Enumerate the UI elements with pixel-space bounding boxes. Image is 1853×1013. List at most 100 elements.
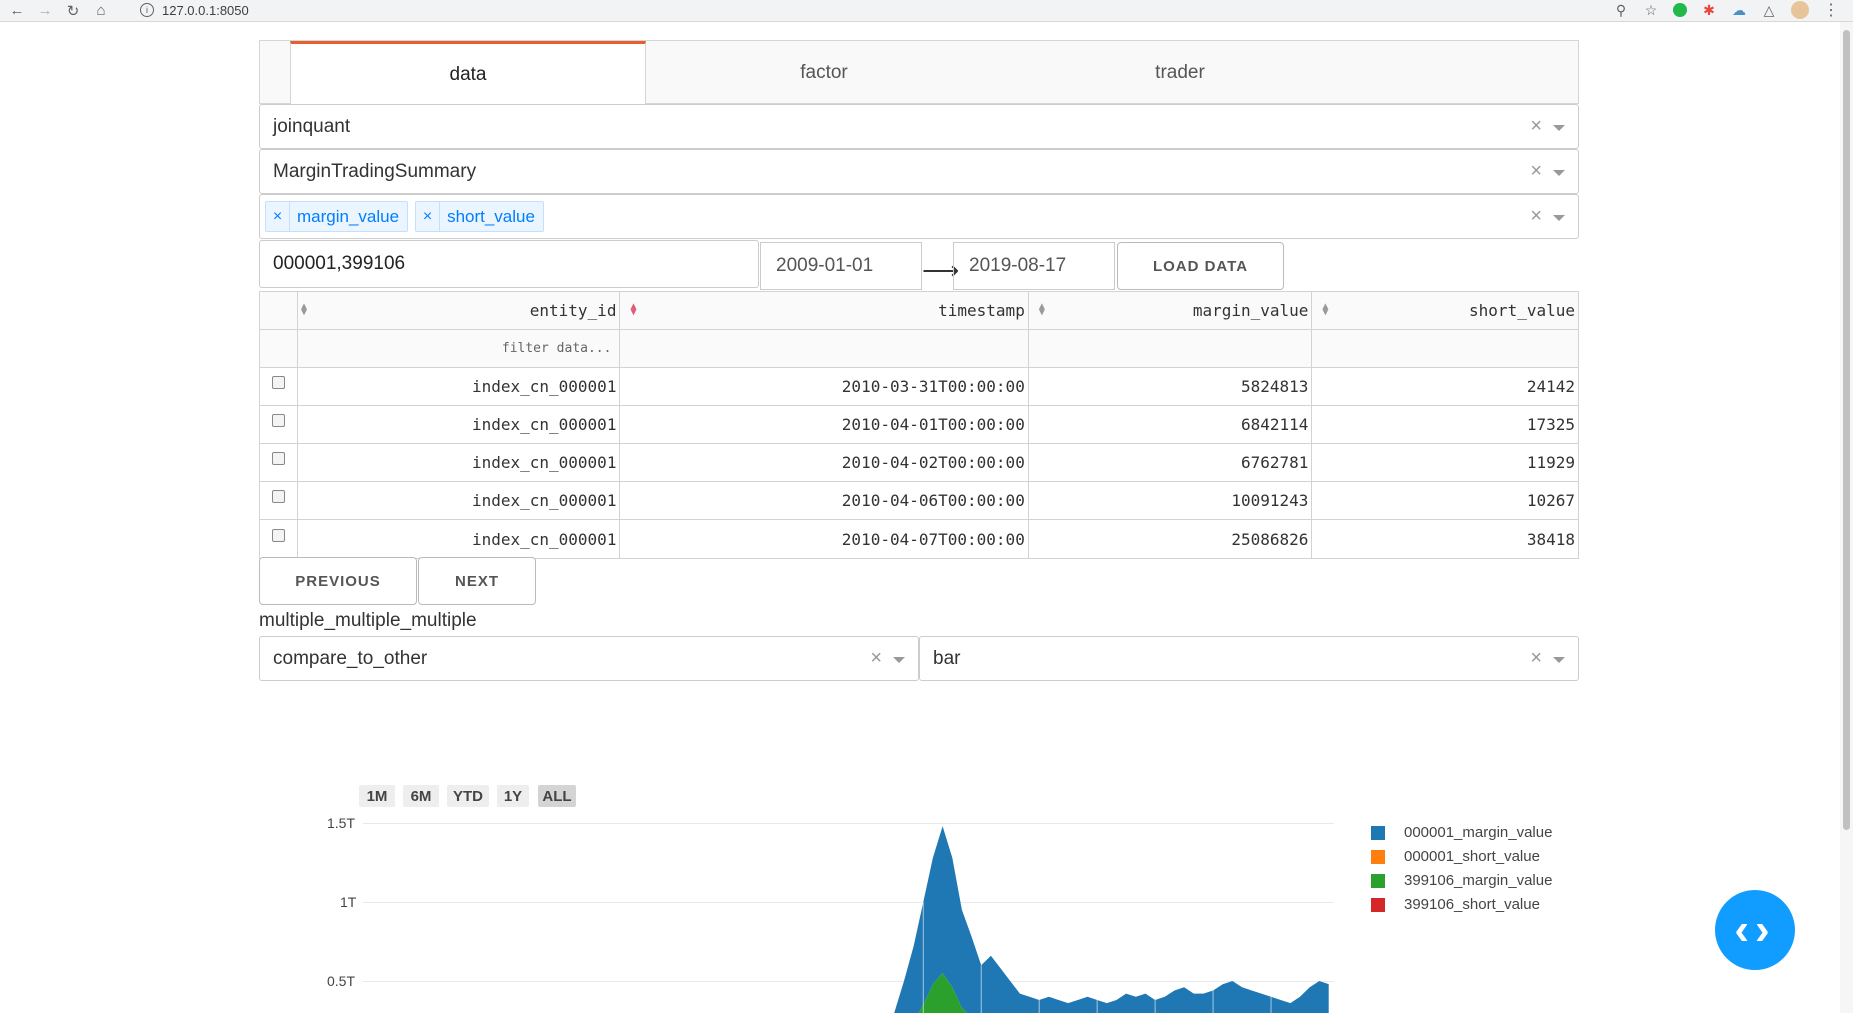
column-chip[interactable]: × short_value xyxy=(415,201,544,232)
cell-timestamp[interactable]: 2010-04-07T00:00:00 xyxy=(620,520,1029,558)
row-checkbox[interactable] xyxy=(271,376,285,389)
range-1y-button[interactable]: 1Y xyxy=(497,785,529,807)
legend-item[interactable]: 000001_margin_value xyxy=(1371,824,1552,841)
tab-data[interactable]: data xyxy=(290,41,646,105)
bookmark-star-icon[interactable]: ☆ xyxy=(1644,1,1658,18)
cell-timestamp[interactable]: 2010-04-06T00:00:00 xyxy=(620,482,1029,519)
reload-icon[interactable]: ↻ xyxy=(66,2,80,20)
address-bar[interactable]: i 127.0.0.1:8050 xyxy=(140,0,1560,20)
extension-triangle-icon[interactable]: △ xyxy=(1763,1,1775,18)
row-checkbox[interactable] xyxy=(271,528,285,542)
chart-type-select[interactable]: bar × xyxy=(919,636,1579,681)
sort-icon[interactable]: ▲ ▼ xyxy=(1038,301,1045,318)
row-checkbox[interactable] xyxy=(271,414,285,427)
header-margin-value[interactable]: ▲ ▼ margin_value xyxy=(1028,292,1313,329)
table-row: index_cn_000001 2010-04-07T00:00:00 2508… xyxy=(260,520,1578,558)
cell-short-value[interactable]: 10267 xyxy=(1526,491,1575,510)
clear-icon[interactable]: × xyxy=(1530,647,1542,669)
next-button[interactable]: NEXT xyxy=(418,557,536,605)
cell-margin-value[interactable]: 5824813 xyxy=(1029,368,1313,405)
header-entity-id[interactable]: ▲ ▼ entity_id xyxy=(297,292,621,329)
filter-input[interactable] xyxy=(1028,330,1313,367)
clear-icon[interactable]: × xyxy=(1530,115,1542,137)
back-icon[interactable]: ← xyxy=(9,2,25,19)
range-ytd-button[interactable]: YTD xyxy=(447,785,489,807)
legend-item[interactable]: 399106_short_value xyxy=(1371,896,1540,913)
cell-margin-value[interactable]: 6842114 xyxy=(1029,406,1313,443)
table-row: index_cn_000001 2010-04-01T00:00:00 6842… xyxy=(260,406,1578,444)
codes-input[interactable]: 000001,399106 xyxy=(259,240,759,288)
cell-short-value[interactable]: 24142 xyxy=(1526,377,1575,396)
cell-timestamp[interactable]: 2010-03-31T00:00:00 xyxy=(620,368,1029,405)
row-checkbox[interactable] xyxy=(271,452,285,465)
cell-timestamp[interactable]: 2010-04-02T00:00:00 xyxy=(620,444,1029,481)
header-short-value[interactable]: ▲ ▼ short_value xyxy=(1312,292,1578,329)
filter-input[interactable]: filter data... xyxy=(297,330,621,367)
cell-margin-value[interactable]: 25086826 xyxy=(1029,520,1313,558)
dropdown-arrow-icon[interactable] xyxy=(1553,170,1565,176)
extension-green-icon[interactable] xyxy=(1673,3,1687,17)
row-checkbox[interactable] xyxy=(271,490,285,503)
compare-select[interactable]: compare_to_other × xyxy=(259,636,919,681)
range-6m-button[interactable]: 6M xyxy=(403,785,439,807)
filter-input[interactable] xyxy=(1312,330,1578,367)
forward-icon[interactable]: → xyxy=(37,2,53,19)
extension-asterisk-icon[interactable]: ✱ xyxy=(1703,1,1715,18)
code-toggle-button[interactable]: ‹› xyxy=(1715,890,1795,970)
cell-margin-value[interactable]: 10091243 xyxy=(1029,482,1313,519)
zoom-icon[interactable]: ⚲ xyxy=(1615,1,1627,18)
legend-swatch xyxy=(1371,873,1385,888)
stacked-area-chart[interactable] xyxy=(363,800,1334,1013)
gridline xyxy=(363,823,1334,824)
tab-trader[interactable]: trader xyxy=(1155,62,1205,83)
remove-chip-icon[interactable]: × xyxy=(416,201,441,232)
page-scrollbar[interactable] xyxy=(1840,22,1853,1013)
provider-select[interactable]: joinquant × xyxy=(259,104,1579,149)
filter-input[interactable] xyxy=(620,330,1029,367)
dropdown-arrow-icon[interactable] xyxy=(893,657,905,663)
home-icon[interactable]: ⌂ xyxy=(96,2,106,19)
sort-icon[interactable]: ▲ ▼ xyxy=(1322,301,1329,318)
header-timestamp[interactable]: ▲ ▼ timestamp xyxy=(620,292,1029,329)
sort-icon[interactable]: ▲ ▼ xyxy=(630,301,637,318)
dropdown-arrow-icon[interactable] xyxy=(1553,215,1565,221)
info-icon[interactable]: i xyxy=(140,3,154,17)
dropdown-arrow-icon[interactable] xyxy=(1553,125,1565,131)
cell-short-value[interactable]: 11929 xyxy=(1526,453,1575,472)
start-date-input[interactable]: 2009-01-01 xyxy=(760,242,922,290)
cell-entity-id[interactable]: index_cn_000001 xyxy=(298,406,621,443)
clear-icon[interactable]: × xyxy=(1530,205,1542,227)
range-1m-button[interactable]: 1M xyxy=(359,785,395,807)
load-data-button[interactable]: LOAD DATA xyxy=(1117,242,1284,290)
end-date-input[interactable]: 2019-08-17 xyxy=(953,242,1115,290)
cell-short-value[interactable]: 17325 xyxy=(1526,415,1575,434)
columns-multiselect[interactable]: × margin_value × short_value × xyxy=(259,194,1579,239)
schema-select[interactable]: MarginTradingSummary × xyxy=(259,149,1579,194)
legend-item[interactable]: 399106_margin_value xyxy=(1371,872,1552,889)
tab-factor[interactable]: factor xyxy=(800,62,848,83)
series-area-000001-margin-value[interactable] xyxy=(363,826,1329,1013)
menu-icon[interactable]: ⋮ xyxy=(1823,2,1839,19)
cell-timestamp[interactable]: 2010-04-01T00:00:00 xyxy=(620,406,1029,443)
dropdown-arrow-icon[interactable] xyxy=(1553,657,1565,663)
series-area-399106-margin-value[interactable] xyxy=(363,973,1329,1013)
scrollbar-thumb[interactable] xyxy=(1843,30,1850,830)
cell-margin-value[interactable]: 6762781 xyxy=(1029,444,1313,481)
column-chip[interactable]: × margin_value xyxy=(265,201,409,232)
clear-icon[interactable]: × xyxy=(870,647,882,669)
previous-button[interactable]: PREVIOUS xyxy=(259,557,417,605)
range-all-button[interactable]: ALL xyxy=(538,785,576,807)
legend-item[interactable]: 000001_short_value xyxy=(1371,848,1540,865)
sort-icon[interactable]: ▲ ▼ xyxy=(300,301,307,318)
cell-entity-id[interactable]: index_cn_000001 xyxy=(298,444,621,481)
url-text: 127.0.0.1:8050 xyxy=(162,2,249,18)
cell-entity-id[interactable]: index_cn_000001 xyxy=(298,482,621,519)
y-tick-label: 1.5T xyxy=(327,815,356,831)
cloud-icon[interactable]: ☁ xyxy=(1732,1,1746,18)
avatar[interactable] xyxy=(1791,1,1809,19)
remove-chip-icon[interactable]: × xyxy=(266,201,290,232)
cell-short-value[interactable]: 38418 xyxy=(1526,529,1575,549)
cell-entity-id[interactable]: index_cn_000001 xyxy=(298,520,621,558)
cell-entity-id[interactable]: index_cn_000001 xyxy=(298,368,621,405)
clear-icon[interactable]: × xyxy=(1530,160,1542,182)
